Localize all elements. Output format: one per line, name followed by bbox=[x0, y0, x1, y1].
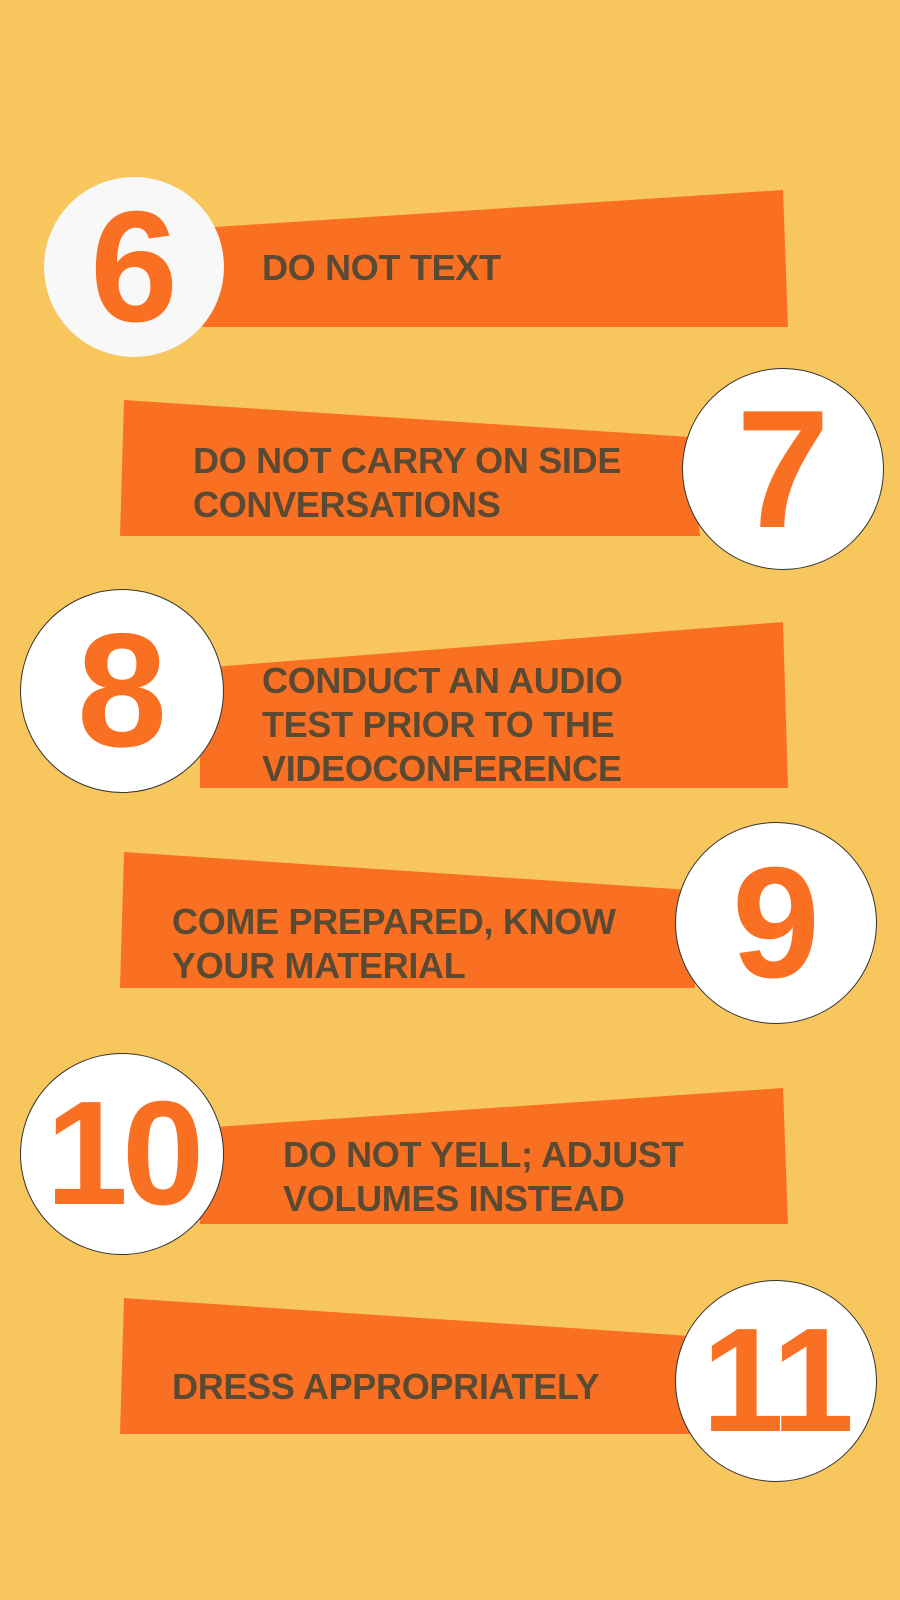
tip-10-banner bbox=[200, 1088, 788, 1224]
tip-8-text: CONDUCT AN AUDIO TEST PRIOR TO THE VIDEO… bbox=[262, 660, 623, 789]
tip-6-banner bbox=[200, 190, 788, 327]
tip-9-number-badge: 9 bbox=[675, 822, 877, 1024]
tip-6-text: DO NOT TEXT bbox=[262, 247, 501, 288]
tip-9-text: COME PREPARED, KNOW YOUR MATERIAL bbox=[172, 901, 616, 986]
tip-6-number-badge: 6 bbox=[44, 177, 224, 357]
tip-7-number: 7 bbox=[736, 375, 830, 563]
tip-10-number: 10 bbox=[45, 1071, 205, 1236]
tip-7-text: DO NOT CARRY ON SIDE CONVERSATIONS bbox=[193, 440, 622, 525]
tip-8-number: 8 bbox=[76, 600, 168, 781]
tip-10-text: DO NOT YELL; ADJUST VOLUMES INSTEAD bbox=[283, 1134, 684, 1219]
tip-11-number-badge: 11 bbox=[675, 1280, 877, 1482]
tip-8-number-badge: 8 bbox=[20, 589, 224, 793]
tip-8-banner bbox=[200, 622, 788, 788]
tip-6-number: 6 bbox=[90, 179, 178, 355]
tip-11-text: DRESS APPROPRIATELY bbox=[172, 1366, 600, 1407]
tip-11-banner bbox=[120, 1298, 695, 1434]
tip-9-banner bbox=[120, 852, 695, 988]
tip-7-number-badge: 7 bbox=[682, 368, 884, 570]
tip-11-number: 11 bbox=[701, 1298, 854, 1463]
tip-10-number-badge: 10 bbox=[20, 1053, 224, 1255]
tip-9-number: 9 bbox=[732, 835, 820, 1011]
tip-7-banner bbox=[120, 400, 700, 536]
